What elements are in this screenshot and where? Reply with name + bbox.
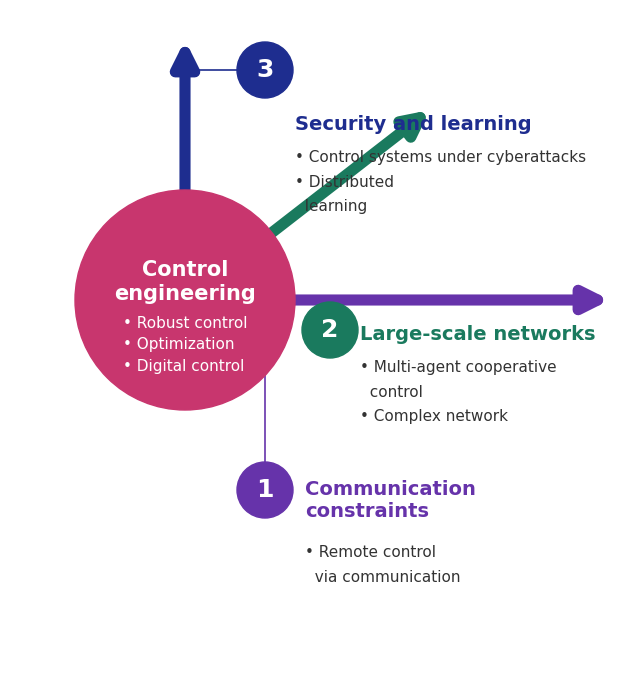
Text: • Multi-agent cooperative
  control
• Complex network: • Multi-agent cooperative control • Comp… <box>360 360 557 424</box>
Text: • Robust control
• Optimization
• Digital control: • Robust control • Optimization • Digita… <box>123 316 247 373</box>
Text: 2: 2 <box>321 318 339 342</box>
Circle shape <box>237 42 293 98</box>
Circle shape <box>75 190 295 410</box>
Text: Communication
constraints: Communication constraints <box>305 480 476 521</box>
Text: Control
engineering: Control engineering <box>114 259 256 304</box>
Circle shape <box>237 462 293 518</box>
Circle shape <box>302 302 358 358</box>
Text: 3: 3 <box>256 58 274 82</box>
Text: Security and learning: Security and learning <box>295 115 532 134</box>
Text: 1: 1 <box>256 478 274 502</box>
Text: • Remote control
  via communication: • Remote control via communication <box>305 545 461 585</box>
Text: Large-scale networks: Large-scale networks <box>360 325 595 344</box>
Text: • Control systems under cyberattacks
• Distributed
  learning: • Control systems under cyberattacks • D… <box>295 150 586 214</box>
